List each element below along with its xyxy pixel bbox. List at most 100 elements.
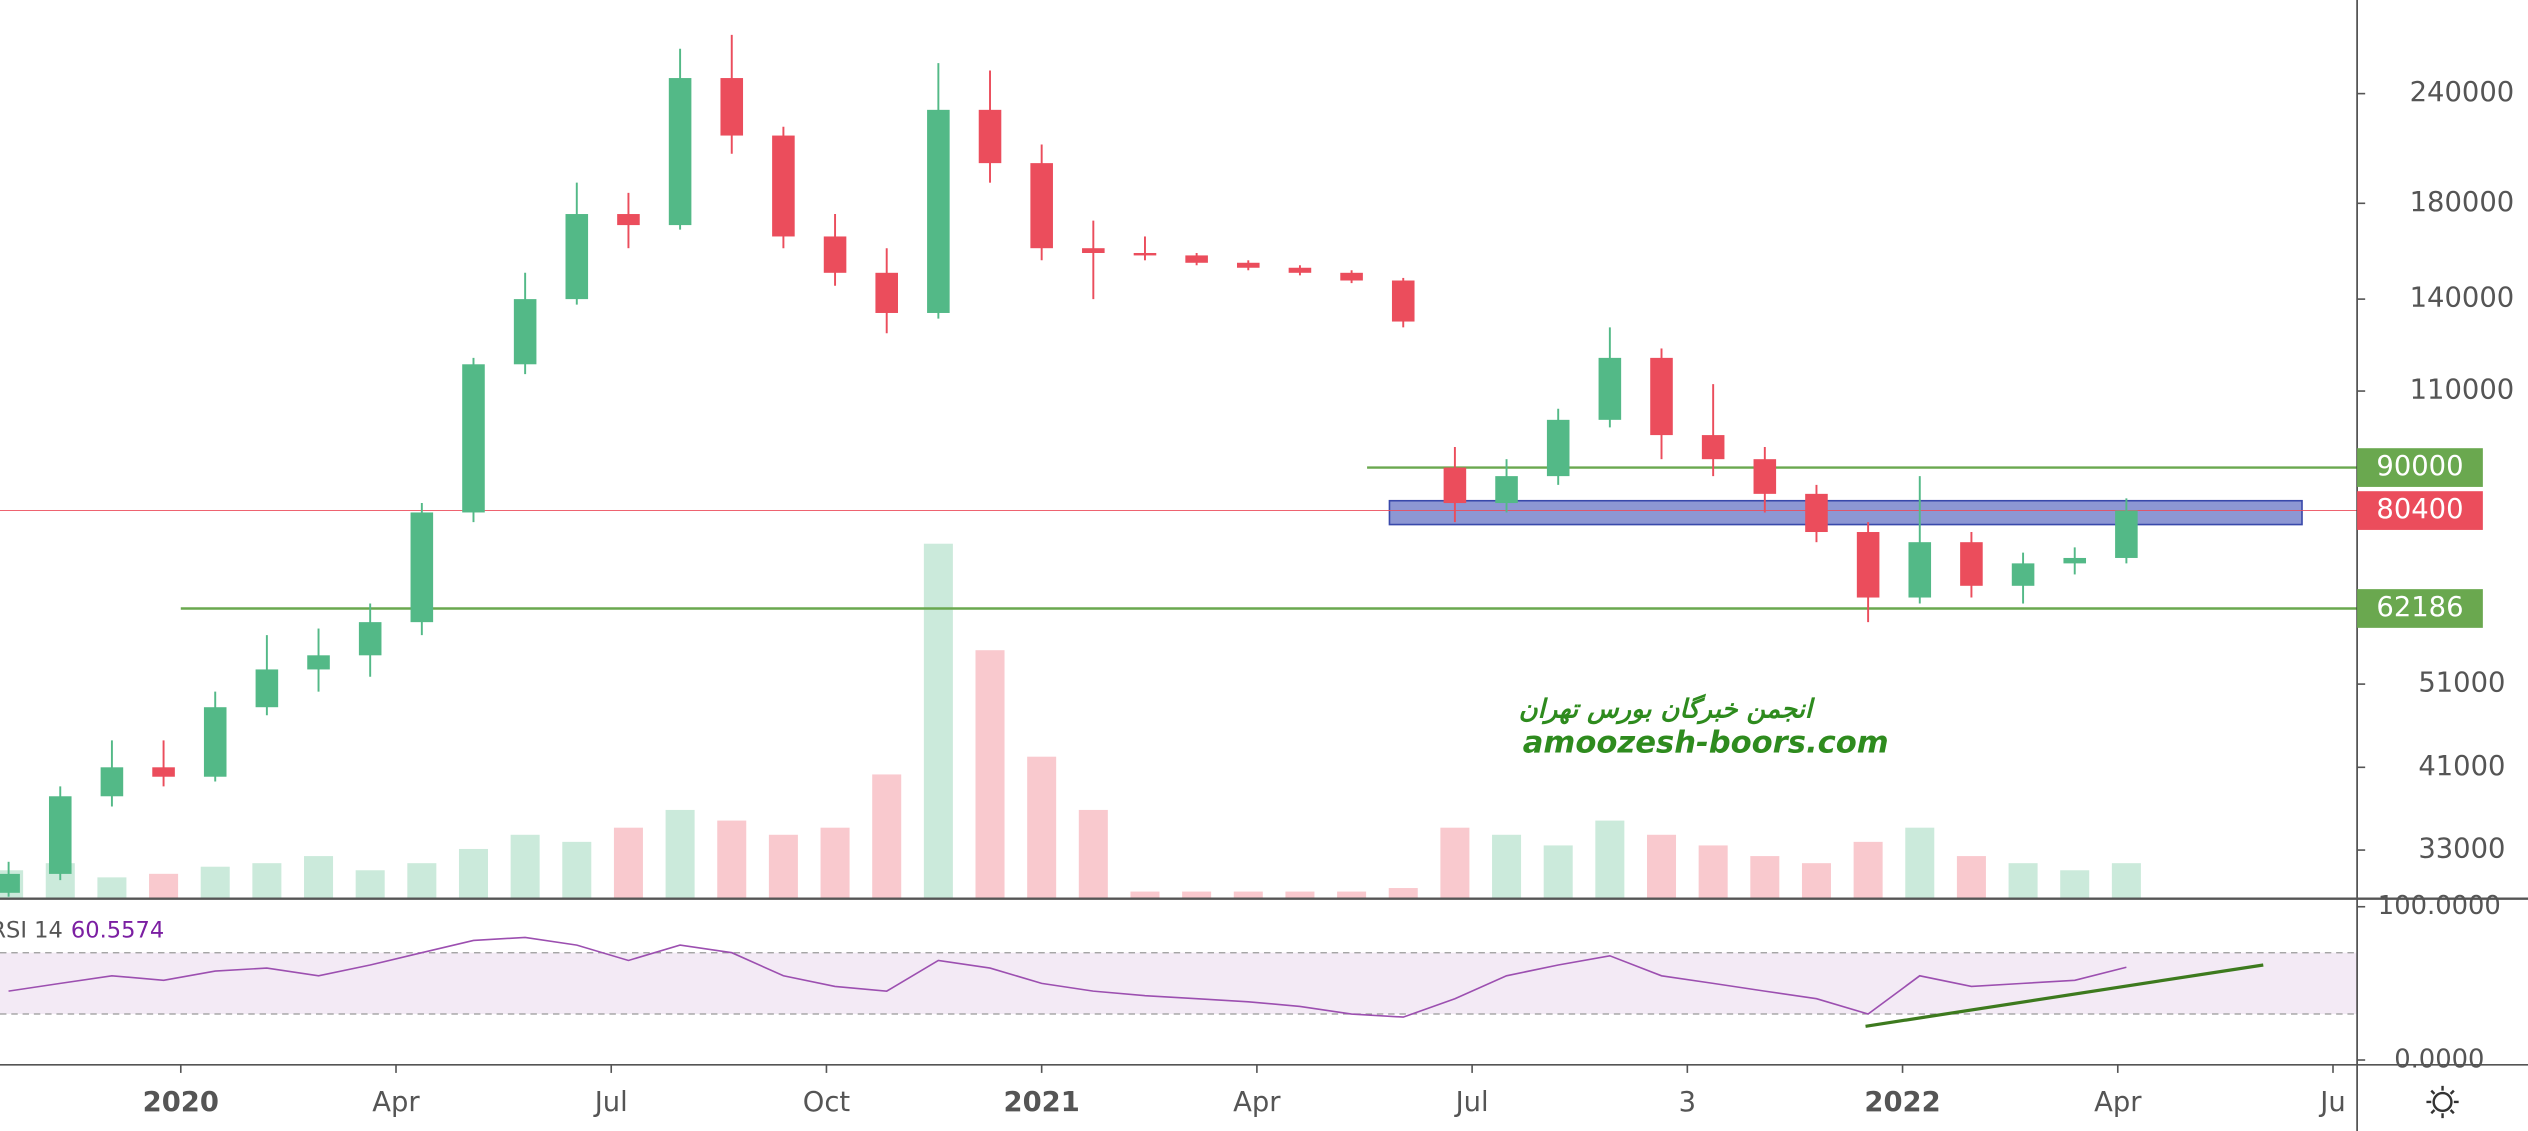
volume-bar bbox=[1698, 845, 1728, 899]
volume-bar bbox=[1905, 827, 1935, 899]
candle-body bbox=[203, 707, 227, 777]
volume-bar bbox=[665, 809, 695, 899]
candle-body bbox=[1133, 252, 1157, 256]
candle-body bbox=[617, 214, 640, 226]
x-tick-label: Ju bbox=[2318, 1087, 2345, 1118]
candle-body bbox=[255, 669, 279, 708]
volume-bar bbox=[562, 841, 592, 899]
volume-bar bbox=[1956, 856, 1986, 899]
candle-body bbox=[1495, 476, 1518, 504]
candle-body bbox=[1546, 419, 1570, 477]
volume-bar bbox=[613, 827, 643, 899]
volume-bar bbox=[2060, 870, 2090, 899]
candle-body bbox=[1701, 435, 1725, 460]
y-tick-label: 180000 bbox=[2410, 187, 2515, 218]
rsi-tick-label: 0.0000 bbox=[2394, 1045, 2484, 1075]
candle-body bbox=[1908, 542, 1932, 598]
x-tick-label: 3 bbox=[1679, 1087, 1696, 1118]
x-tick-label: Apr bbox=[372, 1087, 420, 1118]
candle-body bbox=[152, 767, 175, 777]
x-tick-label: 2022 bbox=[1864, 1087, 1940, 1118]
candle-body bbox=[1391, 280, 1415, 322]
candle-body bbox=[100, 767, 124, 797]
candle-body bbox=[513, 299, 537, 365]
candle-body bbox=[823, 236, 847, 273]
volume-bar bbox=[1853, 841, 1883, 899]
background-layer bbox=[0, 466, 2358, 1015]
volume-bar bbox=[1130, 891, 1160, 899]
candle-body bbox=[2115, 510, 2138, 558]
candle-body bbox=[927, 109, 950, 313]
volume-bar bbox=[717, 820, 747, 899]
candle-body bbox=[1185, 255, 1208, 263]
candle-body bbox=[462, 364, 485, 513]
volume-bar bbox=[149, 873, 179, 899]
y-tick-label: 240000 bbox=[2410, 77, 2515, 108]
volume-bar bbox=[1801, 863, 1831, 899]
level-label: 62186 bbox=[2376, 592, 2463, 623]
y-tick-label: 41000 bbox=[2418, 751, 2505, 782]
x-tick-label: 2020 bbox=[143, 1087, 219, 1118]
level-tag bbox=[2357, 448, 2483, 487]
volume-bar bbox=[200, 866, 230, 899]
candle-body bbox=[1753, 459, 1777, 494]
candle-body bbox=[1288, 267, 1312, 273]
candle-body bbox=[358, 622, 382, 656]
volume-bar bbox=[1543, 845, 1573, 899]
candle-body bbox=[410, 512, 434, 623]
volume-bar bbox=[407, 863, 437, 899]
candle-body bbox=[1805, 493, 1828, 533]
volume-bar bbox=[1750, 856, 1780, 899]
x-tick-label: Apr bbox=[1233, 1087, 1281, 1118]
y-tick-label: 33000 bbox=[2418, 834, 2505, 865]
volume-bar bbox=[1285, 891, 1315, 899]
volume-bar bbox=[97, 877, 127, 899]
candle-body bbox=[1856, 532, 1880, 598]
x-tick-label: Jul bbox=[593, 1087, 628, 1118]
volume-bar bbox=[820, 827, 850, 899]
settings-icon-ring bbox=[2432, 1091, 2453, 1113]
volume-bar bbox=[1233, 891, 1263, 899]
rsi-band bbox=[0, 952, 2358, 1015]
rsi-value: 60.5574 bbox=[71, 917, 164, 943]
candle-body bbox=[2011, 563, 2035, 586]
main-layer bbox=[0, 34, 2138, 897]
volume-bar bbox=[1337, 891, 1367, 899]
level-tag bbox=[2357, 589, 2483, 628]
candle-body bbox=[772, 135, 795, 237]
rsi-tick-label: 100.0000 bbox=[2378, 891, 2501, 921]
candle-body bbox=[565, 214, 589, 300]
volume-bar bbox=[1078, 809, 1108, 899]
candle-body bbox=[1340, 272, 1363, 281]
candle-body bbox=[48, 796, 72, 874]
x-tick-label: Oct bbox=[803, 1087, 851, 1118]
candle-body bbox=[1960, 542, 1983, 586]
volume-bar bbox=[1388, 888, 1418, 899]
watermark-title: انجمن خبرگان بورس تهران bbox=[1519, 693, 1816, 724]
level-label: 80400 bbox=[2376, 494, 2463, 525]
candle-body bbox=[1443, 467, 1467, 504]
volume-bar bbox=[1440, 827, 1470, 899]
candle-body bbox=[720, 78, 744, 136]
volume-bar bbox=[1182, 891, 1212, 899]
volume-bar bbox=[1027, 756, 1057, 899]
volume-bar bbox=[510, 834, 540, 899]
support-zone bbox=[1388, 499, 2303, 526]
rsi-label: RSI 14 bbox=[0, 917, 63, 943]
candle-body bbox=[668, 78, 692, 226]
level-label: 90000 bbox=[2376, 451, 2463, 482]
volume-bar bbox=[252, 863, 282, 899]
x-tick-label: 2021 bbox=[1004, 1087, 1080, 1118]
level-tag bbox=[2357, 491, 2483, 530]
volume-bar bbox=[872, 774, 902, 899]
volume-bar bbox=[923, 543, 953, 899]
watermark-url: amoozesh-boors.com bbox=[1523, 725, 1889, 760]
settings-icon[interactable] bbox=[2426, 1085, 2459, 1119]
volume-bar bbox=[2008, 863, 2038, 899]
x-tick-label: Jul bbox=[1454, 1087, 1489, 1118]
candle-body bbox=[1236, 262, 1260, 268]
candle-body bbox=[875, 272, 898, 313]
candle-body bbox=[1598, 357, 1622, 420]
rsi-trendline bbox=[1865, 963, 2264, 1028]
